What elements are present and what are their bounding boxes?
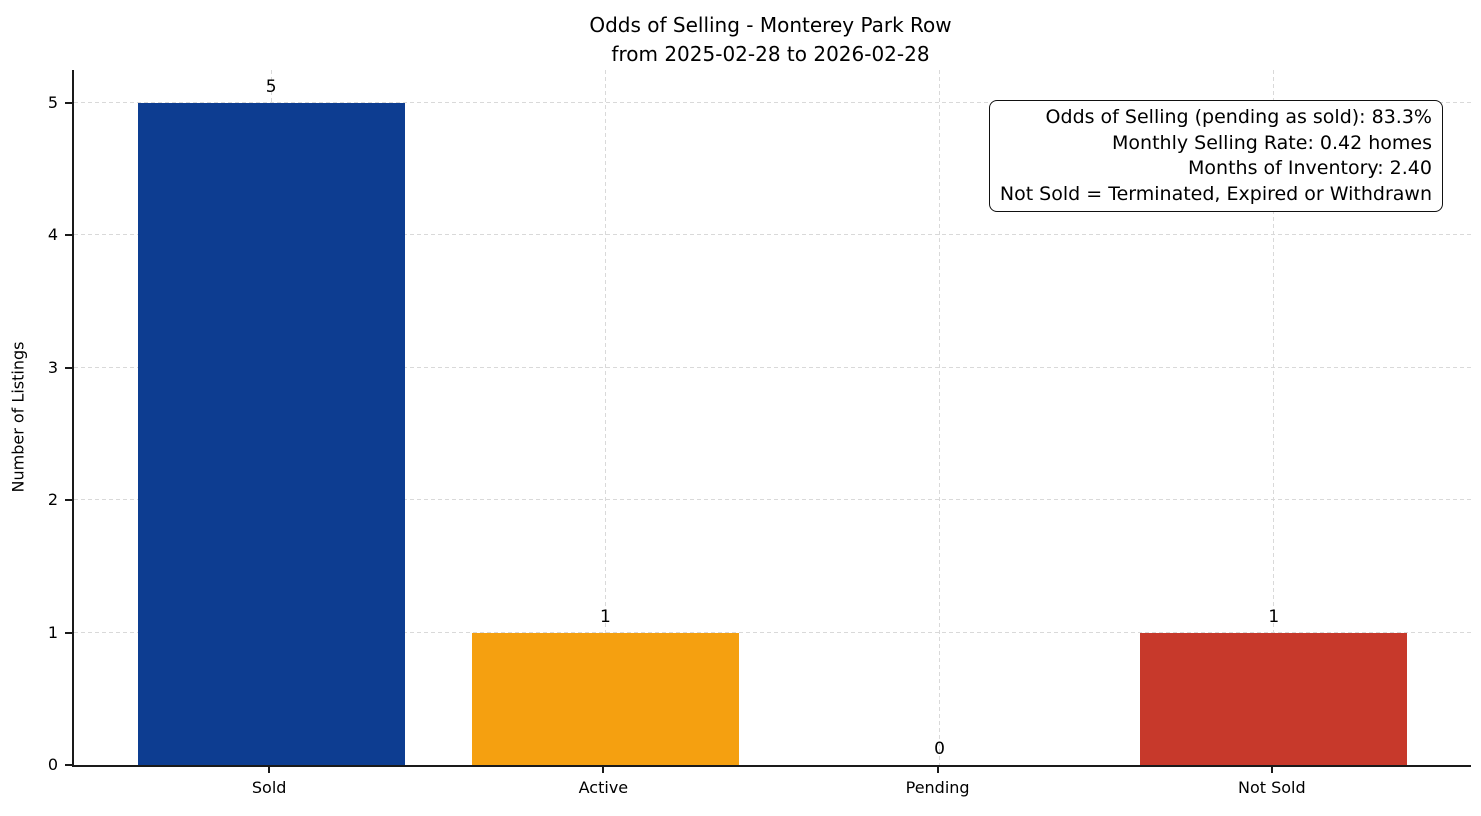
annotation-odds-of-selling: Odds of Selling (pending as sold): 83.3% <box>1045 106 1432 128</box>
x-tick-label-sold: Sold <box>251 778 287 797</box>
gridline-horizontal-5 <box>74 102 1471 104</box>
y-tick-mark-3 <box>65 366 72 369</box>
y-tick-label-1: 1 <box>47 622 58 642</box>
x-tick-mark-sold <box>268 767 271 773</box>
chart-title-line1: Odds of Selling - Monterey Park Row <box>589 13 952 37</box>
gridline-horizontal-3 <box>74 366 1471 368</box>
y-tick-label-4: 4 <box>47 225 58 245</box>
annotation-monthly-selling-rate: Monthly Selling Rate: 0.42 homes <box>1112 131 1432 154</box>
y-tick-label-0: 0 <box>47 755 58 774</box>
chart-title: Odds of Selling - Monterey Park Row from… <box>72 11 1469 69</box>
x-tick-mark-not-sold <box>1270 767 1273 773</box>
gridline-vertical-active <box>604 70 606 765</box>
annotation-months-of-inventory: Months of Inventory: 2.40 <box>1188 157 1432 179</box>
y-tick-label-5: 5 <box>47 93 58 113</box>
plot-inner: 5 1 0 1 <box>74 70 1471 765</box>
y-tick-mark-0 <box>65 764 72 766</box>
gridline-horizontal-4 <box>74 234 1471 236</box>
chart-title-line2: from 2025-02-28 to 2026-02-28 <box>611 42 930 66</box>
annotation-box: Odds of Selling (pending as sold): 83.3%… <box>988 100 1443 212</box>
gridline-vertical-not-sold <box>1273 70 1275 765</box>
y-tick-label-2: 2 <box>47 490 58 510</box>
y-tick-mark-4 <box>65 234 72 237</box>
y-tick-label-3: 3 <box>47 357 58 377</box>
bar-not-sold <box>1140 632 1408 765</box>
x-tick-label-active: Active <box>578 778 629 797</box>
gridline-horizontal-1 <box>74 631 1471 633</box>
x-tick-label-not-sold: Not Sold <box>1237 778 1306 797</box>
bar-value-label-sold: 5 <box>265 77 277 98</box>
x-tick-mark-pending <box>936 767 939 773</box>
y-tick-mark-1 <box>65 631 72 634</box>
gridline-horizontal-2 <box>74 499 1471 501</box>
annotation-not-sold-definition: Not Sold = Terminated, Expired or Withdr… <box>999 182 1432 205</box>
bar-value-label-active: 1 <box>599 606 611 627</box>
x-tick-mark-active <box>602 767 605 773</box>
y-tick-mark-2 <box>65 499 72 502</box>
bar-sold <box>137 103 405 765</box>
y-tick-mark-5 <box>65 102 72 105</box>
bar-value-label-pending: 0 <box>934 739 945 759</box>
gridline-vertical-pending <box>939 70 941 765</box>
bar-value-label-not-sold: 1 <box>1268 606 1280 627</box>
x-tick-label-pending: Pending <box>905 778 970 797</box>
bar-active <box>471 632 740 765</box>
plot-area: 5 1 0 1 <box>72 70 1471 767</box>
